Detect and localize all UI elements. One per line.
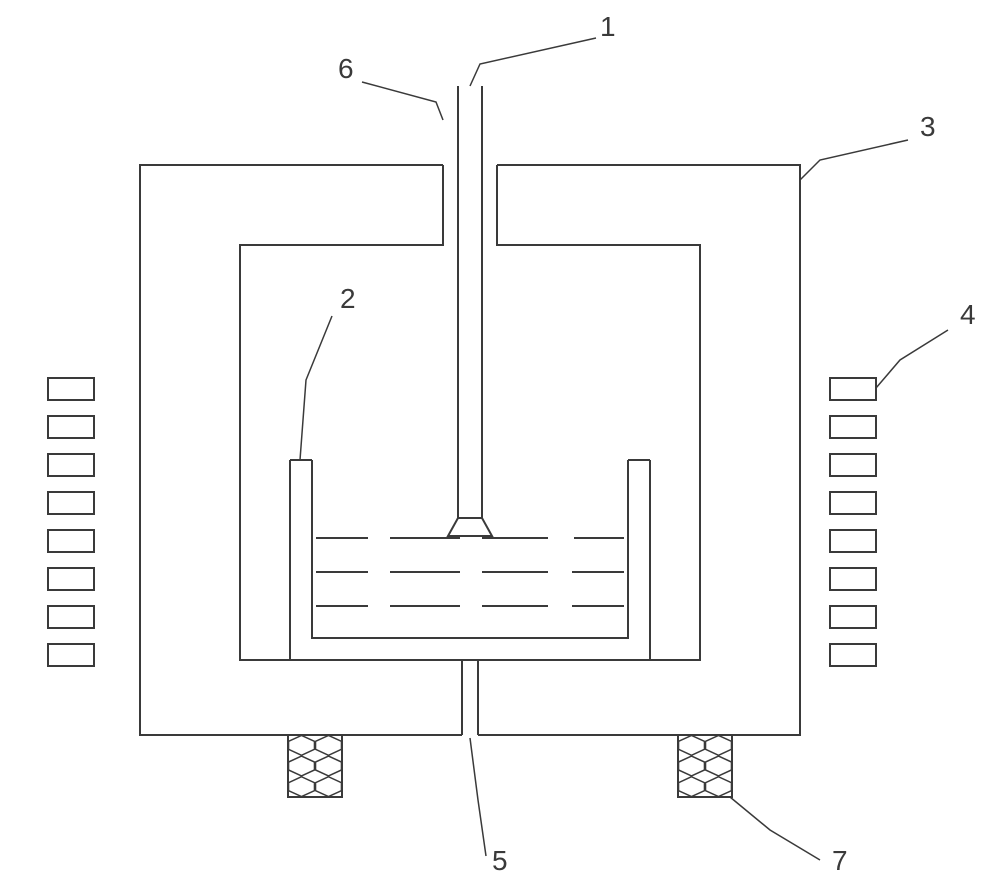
support-hex: [289, 735, 315, 755]
seed-cone: [448, 518, 492, 536]
support-right: [678, 735, 732, 797]
leader-6: [362, 82, 443, 120]
leader-1: [470, 38, 596, 86]
label-7: 7: [832, 845, 848, 876]
outer-chamber-inner-left: [240, 165, 462, 735]
support-hex: [706, 735, 732, 755]
coil-rect: [830, 492, 876, 514]
leader-7: [730, 797, 820, 860]
leader-4: [876, 330, 948, 388]
coil-rect: [830, 530, 876, 552]
support-hex: [316, 756, 342, 776]
crucible-outer: [290, 460, 650, 660]
support-hex: [289, 756, 315, 776]
coil-rect: [830, 378, 876, 400]
melt-liquid: [316, 538, 624, 606]
outer-chamber-inner-right: [478, 165, 700, 735]
label-2: 2: [340, 283, 356, 314]
support-hex: [679, 777, 705, 797]
label-5: 5: [492, 845, 508, 876]
support-hex: [316, 735, 342, 755]
leader-5: [470, 738, 486, 856]
support-hex: [706, 777, 732, 797]
label-4: 4: [960, 299, 976, 330]
leader-2: [300, 316, 332, 460]
label-1: 1: [600, 11, 616, 42]
coil-rect: [48, 492, 94, 514]
coil-rect: [48, 454, 94, 476]
coil-rect: [48, 568, 94, 590]
coil-rect: [48, 606, 94, 628]
coil-rect: [830, 454, 876, 476]
coil-rect: [48, 530, 94, 552]
coil-rect: [830, 568, 876, 590]
coils-right: [830, 378, 876, 666]
coil-rect: [830, 606, 876, 628]
outer-chamber-outer-right: [478, 165, 800, 735]
support-hex: [679, 735, 705, 755]
support-hex: [316, 777, 342, 797]
support-hex: [706, 756, 732, 776]
label-6: 6: [338, 53, 354, 84]
coil-rect: [830, 416, 876, 438]
coil-rect: [830, 644, 876, 666]
coil-rect: [48, 378, 94, 400]
label-3: 3: [920, 111, 936, 142]
support-hex: [289, 777, 315, 797]
coil-rect: [48, 416, 94, 438]
leader-3: [800, 140, 908, 180]
crucible-inner: [312, 460, 628, 638]
support-hex: [679, 756, 705, 776]
coils-left: [48, 378, 94, 666]
support-left: [288, 735, 342, 797]
coil-rect: [48, 644, 94, 666]
